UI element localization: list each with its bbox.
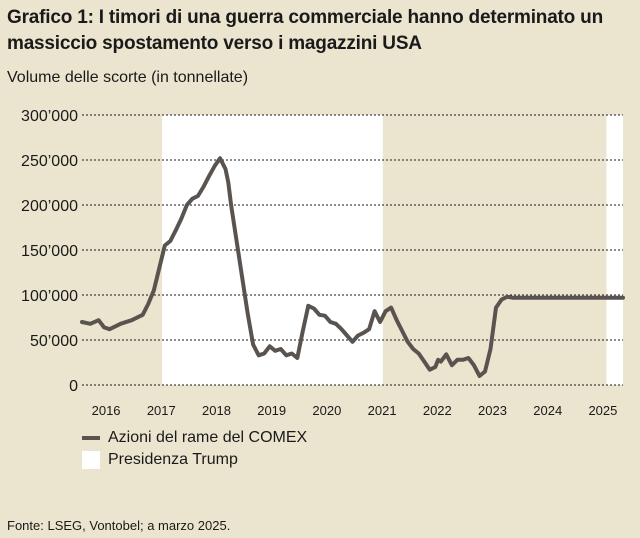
legend: Azioni del rame del COMEX Presidenza Tru… [82,427,307,471]
x-tick-label: 2016 [92,403,121,418]
series-lines [80,156,625,378]
x-tick-label: 2025 [588,403,617,418]
x-tick-label: 2019 [257,403,286,418]
y-tick-label: 250’000 [21,153,78,170]
y-tick-label: 0 [69,378,78,395]
x-tick-label: 2022 [423,403,452,418]
y-tick-label: 100’000 [21,288,78,305]
legend-swatch-line [82,436,100,440]
x-axis-tick-labels: 2016 2017 2018 2019 2020 2021 2022 2023 2024 2025 [92,403,618,418]
y-tick-label: 300’000 [21,108,78,125]
y-tick-label: 200’000 [21,198,78,215]
source-note: Fonte: LSEG, Vontobel; a marzo 2025. [7,518,231,533]
legend-item-copper: Azioni del rame del COMEX [82,427,307,449]
x-tick-label: 2020 [312,403,341,418]
x-tick-label: 2018 [202,403,231,418]
x-tick-label: 2021 [368,403,397,418]
y-axis-tick-labels: 0 50’000 100’000 150’000 200’000 250’000 300’0… [21,108,78,395]
legend-label-trump: Presidenza Trump [108,451,238,468]
x-tick-label: 2017 [147,403,176,418]
chart-title: Grafico 1: I timori di una guerra commer… [7,7,603,54]
x-tick-label: 2023 [478,403,507,418]
legend-item-trump: Presidenza Trump [82,449,307,471]
x-tick-label: 2024 [533,403,562,418]
y-tick-label: 150’000 [21,243,78,260]
y-axis-title: Volume delle scorte (in tonnellate) [7,69,249,86]
legend-swatch-box [82,451,100,469]
y-tick-label: 50’000 [30,333,78,350]
series-line-0 [80,156,625,378]
legend-label-copper: Azioni del rame del COMEX [108,429,308,446]
